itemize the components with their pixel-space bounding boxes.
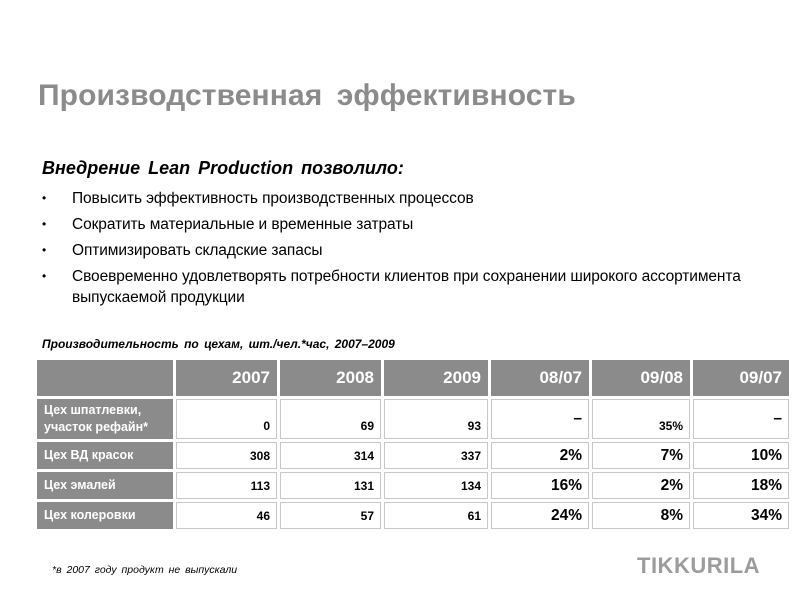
- table-cell: 7%: [592, 442, 690, 469]
- page-title: Производственная эффективность: [38, 79, 576, 112]
- table-row: Цех эмалей 113 131 134 16% 2% 18%: [37, 472, 789, 499]
- header-cell: 2008: [280, 360, 381, 396]
- header-cell: 08/07: [491, 360, 589, 396]
- table-cell: 131: [280, 472, 381, 499]
- table-cell: –: [491, 399, 589, 439]
- table-cell: 18%: [693, 472, 789, 499]
- table-cell: 57: [280, 502, 381, 529]
- table-cell: 34%: [693, 502, 789, 529]
- table-cell: 314: [280, 442, 381, 469]
- table-cell: 113: [176, 472, 277, 499]
- table-cell: 337: [384, 442, 488, 469]
- table-cell: 93: [384, 399, 488, 439]
- bullet-icon: •: [42, 243, 47, 257]
- table-cell: 8%: [592, 502, 690, 529]
- table-cell: 10%: [693, 442, 789, 469]
- table-cell: 61: [384, 502, 488, 529]
- row-label: Цех эмалей: [37, 472, 173, 499]
- row-label: Цех шпатлевки, участок рефайн*: [37, 399, 173, 439]
- table-cell: –: [693, 399, 789, 439]
- bullet-icon: •: [42, 269, 47, 283]
- table-cell: 35%: [592, 399, 690, 439]
- header-cell: 2007: [176, 360, 277, 396]
- header-cell: 09/08: [592, 360, 690, 396]
- bullet-item: • Сократить материальные и временные затр…: [42, 216, 414, 233]
- header-cell: 09/07: [693, 360, 789, 396]
- row-label: Цех колеровки: [37, 502, 173, 529]
- bullet-item: • Своевременно удовлетворять потребности …: [42, 268, 741, 306]
- table-cell: 24%: [491, 502, 589, 529]
- table-cell: 0: [176, 399, 277, 439]
- table-cell: 134: [384, 472, 488, 499]
- bullet-icon: •: [42, 217, 47, 231]
- tikkurila-logo: TIKKURILA: [637, 553, 761, 578]
- row-label: Цех ВД красок: [37, 442, 173, 469]
- table-cell: 2%: [592, 472, 690, 499]
- header-cell: 2009: [384, 360, 488, 396]
- bullet-list: • Повысить эффективность производственных…: [42, 188, 782, 313]
- table-cell: 2%: [491, 442, 589, 469]
- table-cell: 46: [176, 502, 277, 529]
- productivity-table: 2007 2008 2009 08/07 09/08 09/07 Цех шпа…: [34, 357, 792, 532]
- bullet-item: • Оптимизировать складские запасы: [42, 242, 323, 259]
- table-title: Производительность по цехам, шт./чел.*ча…: [42, 337, 395, 351]
- bullet-item: • Повысить эффективность производственных…: [42, 190, 474, 207]
- table-cell: 308: [176, 442, 277, 469]
- table-row: Цех шпатлевки, участок рефайн* 0 69 93 –…: [37, 399, 789, 439]
- table-header-row: 2007 2008 2009 08/07 09/08 09/07: [37, 360, 789, 396]
- table-cell: 16%: [491, 472, 589, 499]
- table-row: Цех колеровки 46 57 61 24% 8% 34%: [37, 502, 789, 529]
- table-row: Цех ВД красок 308 314 337 2% 7% 10%: [37, 442, 789, 469]
- intro-heading: Внедрение Lean Production позволило:: [42, 158, 404, 178]
- table-cell: 69: [280, 399, 381, 439]
- footnote: *в 2007 году продукт не выпускали: [52, 564, 238, 576]
- bullet-icon: •: [42, 191, 47, 205]
- header-cell: [37, 360, 173, 396]
